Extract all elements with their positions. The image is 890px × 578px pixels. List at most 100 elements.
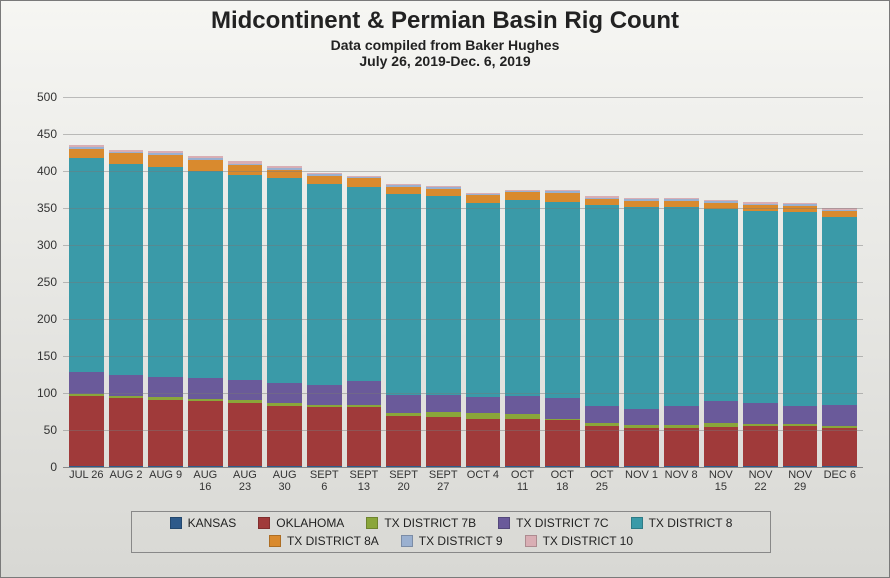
legend-item: TX DISTRICT 7B xyxy=(366,516,476,530)
legend-label: OKLAHOMA xyxy=(276,516,344,530)
y-axis-tick-label: 300 xyxy=(19,238,57,252)
bar-segment xyxy=(545,398,580,419)
bar-segment xyxy=(466,195,501,202)
bar-segment xyxy=(386,466,421,467)
bar-segment xyxy=(347,178,382,187)
legend-label: TX DISTRICT 7C xyxy=(516,516,608,530)
x-axis-tick-label: AUG 23 xyxy=(228,469,263,493)
bar-segment xyxy=(466,419,501,466)
legend-label: TX DISTRICT 10 xyxy=(543,534,633,548)
bar-segment xyxy=(624,409,659,425)
bar-segment xyxy=(148,377,183,398)
bar-segment xyxy=(466,397,501,413)
legend-item: OKLAHOMA xyxy=(258,516,344,530)
bar-segment xyxy=(426,196,461,394)
bar-segment xyxy=(426,466,461,467)
gridline xyxy=(63,319,863,320)
bar-segment xyxy=(307,385,342,405)
legend-label: TX DISTRICT 9 xyxy=(419,534,503,548)
bar-column xyxy=(704,200,739,467)
x-axis-tick-label: OCT 25 xyxy=(585,469,620,493)
bar-column xyxy=(267,166,302,467)
bar-column xyxy=(585,196,620,467)
bar-column xyxy=(386,184,421,467)
bar-segment xyxy=(188,466,223,467)
bar-segment xyxy=(624,207,659,409)
chart-container: Midcontinent & Permian Basin Rig Count D… xyxy=(0,0,890,578)
y-axis-tick-label: 400 xyxy=(19,164,57,178)
gridline xyxy=(63,208,863,209)
bar-segment xyxy=(307,176,342,184)
bar-segment xyxy=(743,211,778,403)
x-axis-tick-label: NOV 22 xyxy=(743,469,778,493)
x-axis-tick-label: SEPT 27 xyxy=(426,469,461,493)
bar-segment xyxy=(505,466,540,467)
bar-segment xyxy=(347,407,382,466)
bar-segment xyxy=(426,189,461,196)
bar-column xyxy=(743,202,778,467)
legend-swatch xyxy=(401,535,413,547)
bar-segment xyxy=(188,160,223,171)
bar-segment xyxy=(505,192,540,199)
y-axis-tick-label: 350 xyxy=(19,201,57,215)
x-axis-tick-label: NOV 29 xyxy=(783,469,818,493)
bar-segment xyxy=(822,405,857,426)
bar-segment xyxy=(307,184,342,385)
bar-segment xyxy=(148,155,183,167)
x-axis-tick-label: NOV 15 xyxy=(704,469,739,493)
legend: KANSAS OKLAHOMA TX DISTRICT 7B TX DISTRICT … xyxy=(131,511,771,553)
bar-column xyxy=(624,198,659,467)
bar-column xyxy=(822,208,857,467)
gridline xyxy=(63,282,863,283)
chart-titles: Midcontinent & Permian Basin Rig Count D… xyxy=(1,1,889,69)
x-axis-labels: JUL 26AUG 2AUG 9AUG 16AUG 23AUG 30SEPT 6… xyxy=(63,469,863,493)
legend-swatch xyxy=(525,535,537,547)
bar-column xyxy=(347,176,382,468)
bar-segment xyxy=(228,403,263,467)
y-axis-tick-label: 250 xyxy=(19,275,57,289)
x-axis-tick-label: AUG 16 xyxy=(188,469,223,493)
bar-segment xyxy=(664,207,699,407)
gridline xyxy=(63,393,863,394)
bar-segment xyxy=(505,396,540,415)
x-axis-tick-label: NOV 8 xyxy=(664,469,699,493)
bar-segment xyxy=(704,209,739,401)
bar-segment xyxy=(743,403,778,424)
legend-swatch xyxy=(366,517,378,529)
bar-segment xyxy=(69,149,104,159)
bar-segment xyxy=(109,153,144,163)
bar-segment xyxy=(783,406,818,425)
legend-swatch xyxy=(631,517,643,529)
bar-segment xyxy=(148,167,183,377)
bar-segment xyxy=(426,417,461,467)
bar-segment xyxy=(822,428,857,466)
x-axis-tick-label: AUG 30 xyxy=(267,469,302,493)
bar-segment xyxy=(743,426,778,466)
bar-segment xyxy=(624,466,659,467)
gridline xyxy=(63,245,863,246)
bar-segment xyxy=(585,406,620,422)
legend-item: TX DISTRICT 10 xyxy=(525,534,633,548)
bar-segment xyxy=(505,419,540,466)
bar-segment xyxy=(228,175,263,380)
bar-segment xyxy=(426,395,461,413)
x-axis-tick-label: OCT 11 xyxy=(505,469,540,493)
bar-segment xyxy=(267,406,302,467)
y-axis-tick-label: 200 xyxy=(19,312,57,326)
bar-column xyxy=(545,190,580,467)
bar-segment xyxy=(228,380,263,400)
x-axis-tick-label: JUL 26 xyxy=(69,469,104,493)
chart-title: Midcontinent & Permian Basin Rig Count xyxy=(1,7,889,35)
x-axis-tick-label: AUG 9 xyxy=(148,469,183,493)
legend-label: KANSAS xyxy=(188,516,237,530)
bar-segment xyxy=(109,164,144,376)
bar-segment xyxy=(783,466,818,467)
legend-label: TX DISTRICT 7B xyxy=(384,516,476,530)
legend-swatch xyxy=(498,517,510,529)
x-axis-tick-label: AUG 2 xyxy=(109,469,144,493)
bar-segment xyxy=(624,428,659,466)
bar-segment xyxy=(109,466,144,467)
x-axis-tick-label: NOV 1 xyxy=(624,469,659,493)
bar-segment xyxy=(783,212,818,406)
y-axis-tick-label: 500 xyxy=(19,90,57,104)
